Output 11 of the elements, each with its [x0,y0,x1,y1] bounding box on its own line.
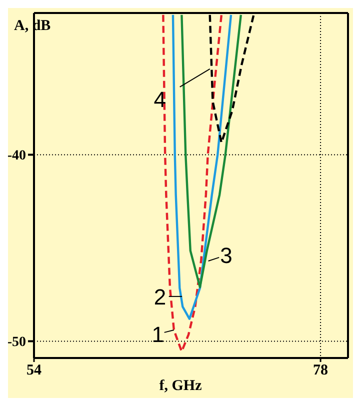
line-series [172,14,232,320]
annotation: 2 [154,284,166,310]
x-axis-title: f, GHz [158,378,203,395]
annotation: 3 [220,243,232,268]
x-tick-label: 78 [313,362,328,379]
line-series [180,14,242,288]
x-tick-label: 54 [26,362,42,379]
y-tick-label: -40 [7,148,26,164]
annotation: 4 [154,86,166,112]
annotation: 1 [152,322,164,348]
y-tick-label: -50 [7,335,26,350]
